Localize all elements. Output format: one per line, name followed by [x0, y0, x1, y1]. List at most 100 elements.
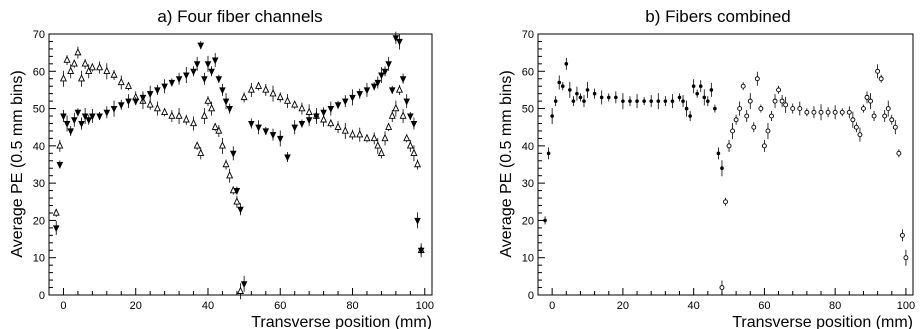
y-tick-label: 70: [33, 29, 45, 41]
data-point: [864, 91, 870, 104]
data-point: [313, 108, 320, 125]
marker: [52, 225, 60, 233]
data-point: [342, 95, 349, 108]
data-point: [850, 111, 856, 128]
marker: [218, 141, 226, 149]
data-point: [175, 108, 183, 125]
data-point: [568, 81, 572, 98]
marker: [70, 59, 78, 67]
data-point: [85, 64, 93, 79]
marker: [758, 106, 764, 112]
data-point: [255, 120, 262, 135]
marker: [839, 109, 845, 115]
data-point: [695, 89, 699, 98]
panel-b-ylabel: Average PE (0.5 mm bins): [498, 70, 515, 257]
data-point: [649, 95, 654, 108]
y-tick-label: 30: [33, 178, 45, 190]
marker: [688, 114, 692, 118]
marker: [215, 126, 223, 134]
marker: [276, 92, 284, 101]
marker: [684, 106, 689, 111]
marker: [208, 103, 216, 112]
marker: [262, 85, 270, 93]
marker: [183, 72, 190, 80]
marker: [74, 48, 82, 56]
marker: [903, 255, 909, 261]
marker: [882, 113, 888, 119]
data-point: [846, 106, 852, 119]
y-tick-label: 0: [39, 290, 45, 302]
data-point: [60, 110, 67, 123]
marker: [313, 113, 320, 121]
x-tick-label: 20: [130, 300, 142, 312]
data-point: [575, 86, 579, 101]
data-point: [691, 79, 696, 94]
data-point: [642, 97, 646, 106]
data-point: [226, 103, 233, 114]
data-point: [247, 82, 255, 97]
marker: [334, 122, 342, 130]
data-point: [719, 280, 725, 295]
data-point: [255, 81, 263, 91]
data-point: [168, 78, 176, 87]
data-point: [765, 122, 771, 139]
marker: [621, 99, 625, 103]
marker: [635, 99, 639, 103]
data-point: [327, 101, 335, 116]
data-point: [182, 114, 190, 125]
panel-a-ticks: 0 20 40 60 80 100 0 10 20 30 40 50 60 70: [33, 29, 434, 312]
data-point: [117, 99, 125, 110]
data-point: [706, 96, 710, 107]
marker: [681, 99, 685, 103]
data-point: [125, 94, 132, 109]
data-point: [868, 93, 873, 110]
data-point: [861, 104, 866, 113]
marker: [377, 148, 385, 157]
data-point: [392, 31, 400, 44]
marker: [575, 91, 579, 96]
data-point: [52, 220, 60, 235]
data-point: [363, 133, 371, 143]
marker: [719, 285, 725, 290]
marker: [385, 122, 393, 130]
marker: [779, 98, 785, 104]
data-point: [233, 186, 241, 195]
marker: [381, 68, 389, 76]
marker: [237, 206, 244, 214]
x-tick-label: 40: [202, 300, 214, 312]
marker: [233, 188, 241, 195]
data-point: [592, 88, 597, 99]
marker: [747, 98, 753, 104]
data-point: [190, 116, 198, 131]
marker: [388, 111, 396, 119]
x-tick-label: 0: [60, 300, 66, 312]
marker: [342, 98, 349, 106]
marker: [356, 130, 364, 138]
data-point: [388, 85, 396, 95]
marker: [713, 106, 717, 111]
data-point: [582, 95, 586, 108]
data-point: [720, 160, 724, 177]
marker: [222, 159, 230, 168]
marker: [892, 124, 898, 130]
data-point: [381, 66, 389, 77]
data-point: [276, 130, 284, 147]
data-point: [88, 62, 96, 72]
marker: [201, 76, 208, 84]
marker: [327, 106, 335, 113]
data-point: [233, 195, 241, 208]
data-point: [381, 131, 389, 146]
data-point: [215, 74, 223, 84]
marker: [410, 120, 418, 128]
data-point: [175, 72, 183, 85]
data-point: [85, 114, 93, 125]
data-point: [811, 106, 817, 119]
data-point: [374, 76, 382, 89]
marker: [740, 83, 746, 89]
y-tick-label: 20: [33, 215, 45, 227]
data-point: [237, 203, 244, 216]
data-point: [59, 70, 67, 87]
marker: [557, 80, 562, 85]
data-point: [78, 70, 86, 87]
y-tick-label: 20: [522, 215, 534, 227]
